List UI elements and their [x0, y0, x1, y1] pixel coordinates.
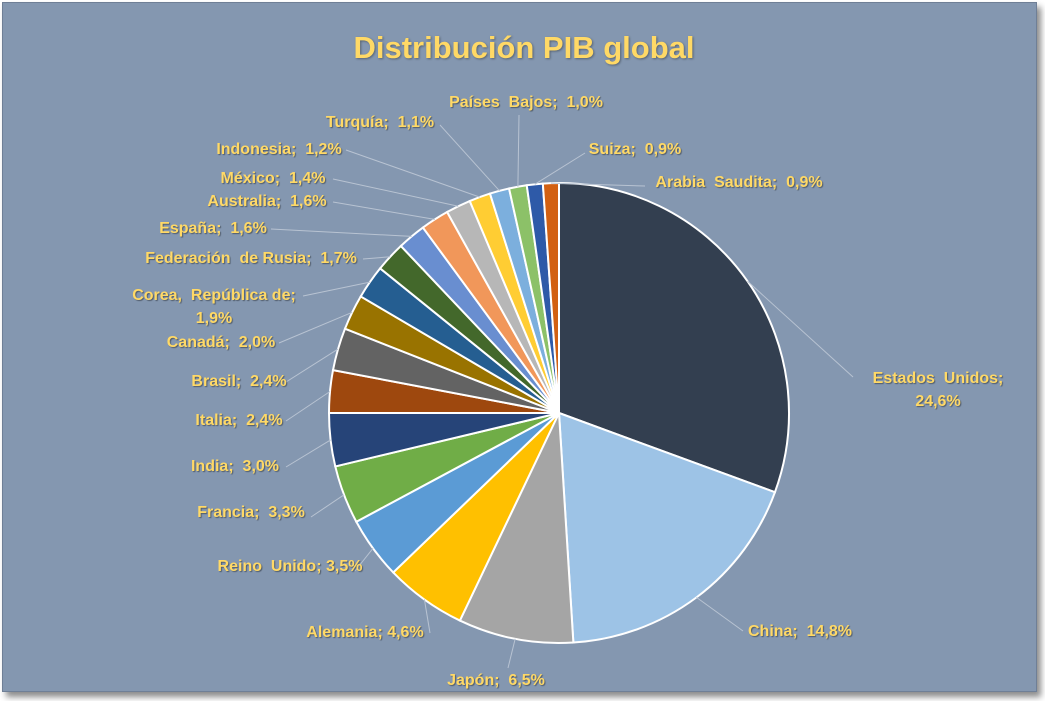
- slice-label-estados-unidos: Estados Unidos;: [873, 370, 1004, 387]
- leader-line-china: [696, 596, 744, 632]
- slice-label-japon: Japón; 6,5%: [447, 672, 545, 689]
- leader-line-arabia-saudita: [550, 182, 646, 187]
- leader-line-alemania: [423, 599, 431, 634]
- leader-line-turquia: [439, 124, 500, 192]
- leader-lines: [270, 114, 854, 669]
- slice-label-francia: Francia; 3,3%: [197, 504, 305, 521]
- leader-line-canada: [278, 311, 353, 344]
- leader-line-mexico: [332, 178, 459, 207]
- leader-line-paises-bajos: [517, 114, 520, 187]
- slice-label-canada: Canadá; 2,0%: [167, 334, 275, 351]
- pie-slice-japon: [458, 409, 575, 644]
- slice-label-australia: Australia; 1,6%: [207, 193, 326, 210]
- chart-title: Distribución PIB global: [353, 30, 694, 65]
- leader-line-brasil: [285, 348, 339, 383]
- slice-label-china: China; 14,8%: [748, 623, 852, 640]
- slice-label-alemania: Alemania; 4,6%: [306, 624, 423, 641]
- slice-label-suiza: Suiza; 0,9%: [589, 141, 681, 158]
- leader-line-francia: [310, 494, 345, 518]
- slice-label-paises-bajos: Países Bajos; 1,0%: [449, 94, 603, 111]
- leader-line-estados-unidos: [747, 280, 854, 378]
- slice-label-corea-republica-de: Corea, República de;: [132, 287, 296, 304]
- pie-chart: Distribución PIB global Estados Unidos; 2…: [132, 30, 1003, 689]
- leader-line-corea-republica-de: [302, 281, 371, 297]
- leader-line-federacion-de-rusia: [362, 256, 391, 260]
- leader-line-reino-unido: [354, 547, 374, 572]
- slice-label-espana: España; 1,6%: [159, 220, 267, 237]
- slice-label-india: India; 3,0%: [191, 458, 279, 475]
- slice-label-estados-unidos-value: 24,6%: [915, 393, 960, 410]
- slice-label-mexico: México; 1,4%: [221, 170, 326, 187]
- slice-label-italia: Italia; 2,4%: [195, 412, 282, 429]
- chart-area: Distribución PIB global Estados Unidos; 2…: [2, 2, 1037, 692]
- slice-label-federacion-de-rusia: Federación de Rusia; 1,7%: [145, 250, 357, 267]
- slice-label-brasil: Brasil; 2,4%: [191, 373, 286, 390]
- pie-slice-estados-unidos: [558, 181, 790, 494]
- slice-label-corea-republica-de-value: 1,9%: [196, 310, 232, 327]
- slice-label-reino-unido: Reino Unido; 3,5%: [218, 558, 363, 575]
- slice-labels: Estados Unidos; 24,6% China; 14,8% Japón; 6…: [132, 94, 1003, 689]
- leader-line-italia: [285, 391, 331, 422]
- pie-slice-china: [557, 411, 777, 644]
- leader-line-japon: [507, 638, 516, 669]
- slice-label-arabia-saudita: Arabia Saudita; 0,9%: [655, 174, 822, 191]
- leader-line-indonesia: [345, 149, 480, 198]
- leader-line-australia: [332, 201, 435, 220]
- slice-label-turquia: Turquía; 1,1%: [326, 114, 434, 131]
- leader-line-india: [285, 439, 331, 468]
- pie-slices: [327, 181, 790, 644]
- leader-line-suiza: [534, 152, 586, 185]
- leader-line-espana: [270, 228, 412, 237]
- slice-label-indonesia: Indonesia; 1,2%: [216, 141, 341, 158]
